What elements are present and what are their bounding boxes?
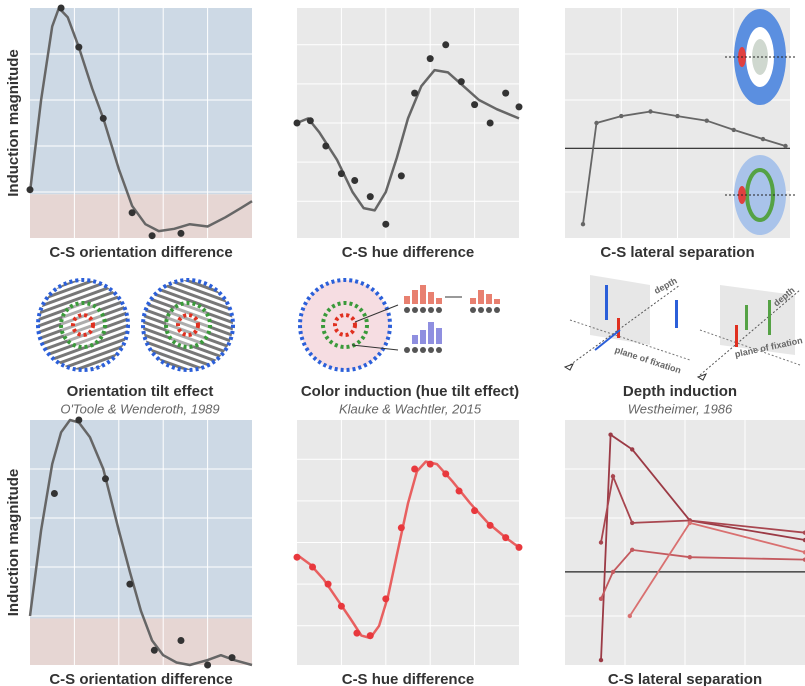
data-point [338,170,345,177]
data-point [442,470,449,477]
data-point [456,488,463,495]
data-point [599,597,603,601]
data-point [619,114,623,118]
data-point [502,90,509,97]
data-point [102,475,109,482]
figure: C-S orientation difference Induction magn… [0,0,805,686]
data-point [309,564,316,571]
data-point [427,55,434,62]
citation: Klauke & Wachtler, 2015 [339,401,482,416]
citation: Westheimer, 1986 [628,401,733,416]
data-point [783,144,787,148]
data-point [630,521,634,525]
data-point [129,209,136,216]
data-point [761,137,765,141]
illustration-title: Orientation tilt effect [67,383,214,400]
x-axis-label: C-S hue difference [342,671,475,686]
x-axis-label: C-S hue difference [342,244,475,261]
data-point [688,521,692,525]
data-point [58,5,65,12]
data-point [338,603,345,610]
x-axis-label: C-S lateral separation [608,671,762,686]
data-point [126,581,133,588]
data-point [149,232,156,239]
data-point [398,172,405,179]
data-point [75,44,82,51]
data-point [204,662,211,669]
data-point [581,222,585,226]
data-point [100,115,107,122]
data-point [351,177,358,184]
region [30,618,252,665]
data-point [599,540,603,544]
data-point [458,78,465,85]
color-illustration: Color induction (hue tilt effect) Klauke… [300,280,519,416]
data-point [502,534,509,541]
region [30,420,252,618]
data-point [516,103,523,110]
data-point [611,474,615,478]
data-point [611,570,615,574]
data-point [630,548,634,552]
data-point [471,507,478,514]
data-point [177,230,184,237]
x-axis-label: C-S lateral separation [600,244,754,261]
data-point [688,555,692,559]
y-axis-label: Induction magnitude [5,49,22,197]
data-point [630,447,634,451]
data-point [594,121,598,125]
data-point [353,630,360,637]
orientation-illustration: Orientation tilt effect O'Toole & Wender… [38,280,233,416]
data-point [177,637,184,644]
data-point [294,120,301,127]
data-point [411,466,418,473]
data-point [411,90,418,97]
data-point [382,221,389,228]
data-point [382,595,389,602]
data-point [307,117,314,124]
region [30,8,252,194]
data-point [628,614,632,618]
data-point [675,114,679,118]
data-point [367,632,374,639]
depth-illustration: depth plane of fixation depth plane of f… [565,275,803,416]
data-point [608,433,612,437]
data-point [229,654,236,661]
data-point [471,101,478,108]
data-point [294,554,301,561]
data-point [442,41,449,48]
illustration-title: Depth induction [623,383,737,400]
data-point [427,461,434,468]
data-point [325,581,332,588]
data-point [322,143,329,150]
x-axis-label: C-S orientation difference [49,244,232,261]
data-point [599,658,603,662]
data-point [516,544,523,551]
data-point [732,128,736,132]
data-point [705,119,709,123]
illustration-title: Color induction (hue tilt effect) [301,383,519,400]
data-point [398,524,405,531]
data-point [51,490,58,497]
data-point [75,417,82,424]
depth-label: depth [652,276,678,296]
data-point [487,522,494,529]
y-axis-label: Induction magnitude [5,469,22,617]
data-point [151,647,158,654]
plane-label: plane of fixation [614,345,683,376]
x-axis-label: C-S orientation difference [49,671,232,686]
data-point [487,120,494,127]
data-point [27,186,34,193]
data-point [648,109,652,113]
citation: O'Toole & Wenderoth, 1989 [60,401,219,416]
data-point [367,193,374,200]
